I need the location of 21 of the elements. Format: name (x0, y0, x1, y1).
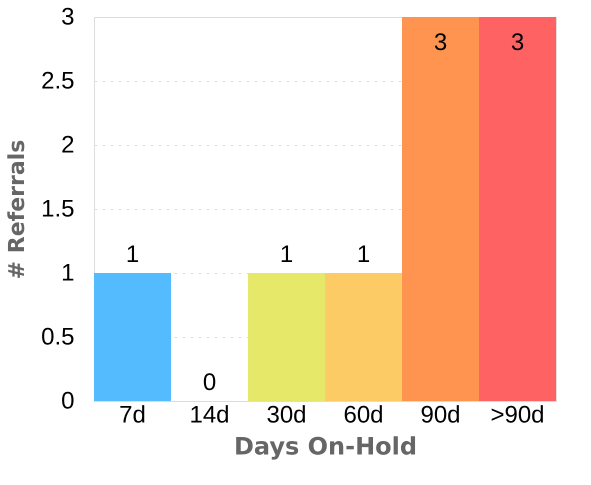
x-tick-label: 30d (266, 402, 307, 428)
data-label: 0 (202, 369, 216, 396)
x-tick-label: 7d (119, 402, 146, 428)
y-tick-label: 1 (61, 260, 74, 286)
x-tick-label: 90d (420, 402, 461, 428)
data-label: 3 (510, 29, 524, 56)
y-tick-label: 0.5 (41, 324, 74, 350)
data-label: 1 (356, 241, 370, 268)
data-label: 1 (280, 241, 294, 268)
x-tick-label: 14d (189, 402, 230, 428)
x-axis-title: Days On-Hold (234, 432, 418, 460)
x-tick-label: >90d (490, 402, 545, 428)
y-axis-title: # Referrals (5, 140, 30, 280)
x-tick-label: 60d (343, 402, 384, 428)
y-tick-label: 2.5 (41, 68, 74, 94)
data-label: 3 (434, 29, 448, 56)
y-tick-label: 0 (61, 388, 74, 414)
y-tick-label: 2 (61, 132, 74, 158)
y-tick-label: 1.5 (41, 196, 74, 222)
data-label: 1 (126, 241, 140, 268)
y-tick-label: 3 (61, 4, 74, 30)
